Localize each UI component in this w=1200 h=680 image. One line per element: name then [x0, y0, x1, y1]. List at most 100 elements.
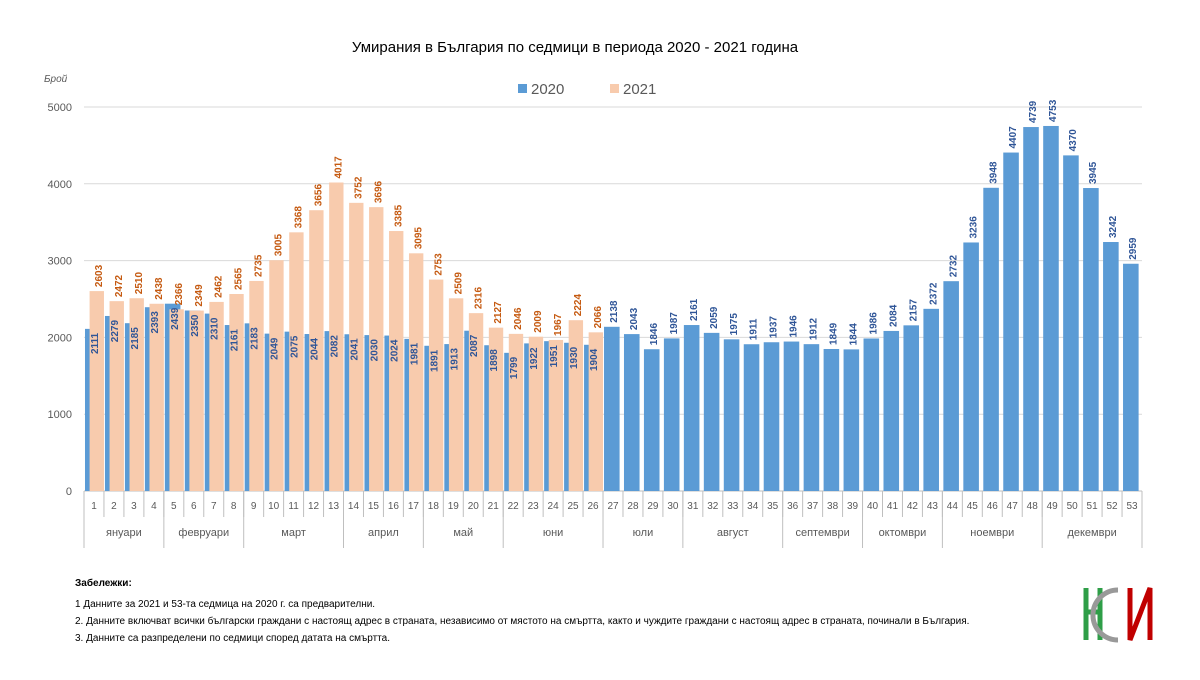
bar	[843, 349, 860, 491]
x-tick-label: 29	[647, 501, 659, 512]
x-tick-label: 28	[627, 501, 639, 512]
month-label: октомври	[879, 527, 927, 539]
x-tick-label: 14	[348, 501, 360, 512]
month-label: юли	[633, 527, 654, 539]
note: 3. Данните са разпределени по седмици сп…	[75, 633, 390, 644]
month-label: септември	[795, 527, 849, 539]
data-label: 2138	[609, 300, 620, 323]
data-label: 2046	[513, 307, 524, 330]
x-tick-label: 32	[707, 501, 719, 512]
data-label: 1922	[529, 347, 540, 370]
x-tick-label: 48	[1027, 501, 1039, 512]
data-label: 2439	[170, 307, 181, 330]
x-tick-label: 45	[967, 501, 979, 512]
data-label: 1846	[649, 323, 660, 346]
data-label: 2372	[928, 282, 939, 305]
bar	[863, 338, 880, 491]
bar	[663, 338, 680, 491]
bar	[329, 182, 344, 492]
bar	[508, 333, 524, 491]
month-label: декември	[1067, 527, 1116, 539]
bar	[548, 339, 564, 491]
bar	[488, 327, 504, 491]
bar	[568, 320, 584, 491]
data-label: 1967	[553, 313, 564, 336]
x-tick-label: 4	[151, 501, 157, 512]
bar	[528, 336, 544, 491]
bar	[743, 344, 760, 491]
legend-swatch	[518, 84, 527, 93]
data-label: 2161	[230, 329, 241, 352]
bar	[763, 342, 780, 491]
data-label: 3656	[314, 184, 325, 207]
bar	[1003, 152, 1019, 491]
bar	[209, 301, 224, 491]
x-tick-label: 23	[528, 501, 540, 512]
x-tick-label: 15	[368, 501, 380, 512]
data-label: 2366	[174, 283, 185, 306]
x-tick-label: 42	[907, 501, 919, 512]
bar	[783, 341, 800, 491]
bar	[349, 202, 364, 491]
data-label: 4407	[1008, 126, 1019, 149]
bar	[468, 313, 484, 491]
data-label: 2041	[349, 338, 360, 361]
bar	[643, 349, 660, 491]
bar	[903, 325, 920, 491]
x-tick-label: 37	[807, 501, 819, 512]
notes-title: Забележки:	[75, 577, 132, 589]
bar	[448, 298, 464, 491]
x-tick-label: 40	[867, 501, 879, 512]
note: 1 Данните за 2021 и 53-та седмица на 202…	[75, 599, 375, 610]
data-label: 2009	[533, 310, 544, 333]
bar	[369, 207, 384, 491]
bar	[109, 301, 124, 491]
bar	[963, 242, 979, 491]
data-label: 2509	[453, 272, 464, 295]
logo	[1083, 587, 1153, 643]
data-label: 1937	[769, 316, 780, 339]
data-label: 1930	[569, 346, 580, 369]
y-tick-label: 0	[66, 486, 72, 498]
bar	[269, 260, 284, 491]
data-label: 2316	[473, 286, 484, 309]
data-label: 3242	[1108, 215, 1119, 238]
bar	[428, 279, 444, 491]
data-label: 2059	[709, 306, 720, 329]
data-label: 4017	[334, 156, 345, 179]
note: 2. Данните включват всички български гра…	[75, 615, 969, 627]
data-label: 1912	[809, 317, 820, 340]
x-tick-label: 17	[408, 501, 420, 512]
bar	[129, 298, 144, 491]
x-tick-label: 7	[211, 501, 217, 512]
data-label: 2127	[493, 301, 504, 324]
month-label: февруари	[178, 527, 229, 539]
bar	[249, 280, 264, 491]
bar	[1123, 263, 1139, 491]
bar	[883, 330, 900, 491]
x-tick-label: 51	[1087, 501, 1099, 512]
y-tick-label: 3000	[48, 256, 72, 268]
data-label: 2111	[90, 332, 101, 354]
x-tick-label: 2	[111, 501, 117, 512]
data-label: 2183	[250, 327, 261, 350]
legend-swatch	[610, 84, 619, 93]
bar	[923, 308, 939, 491]
x-tick-label: 1	[91, 501, 97, 512]
x-tick-label: 8	[231, 501, 237, 512]
x-tick-label: 22	[508, 501, 520, 512]
data-label: 2753	[433, 253, 444, 276]
month-label: август	[717, 527, 749, 539]
x-tick-label: 10	[268, 501, 280, 512]
x-tick-label: 33	[727, 501, 739, 512]
y-tick-label: 1000	[48, 409, 72, 421]
data-label: 2735	[254, 254, 265, 277]
data-label: 2279	[110, 320, 121, 343]
data-label: 3385	[393, 204, 404, 227]
legend-label: 2020	[531, 81, 564, 98]
x-tick-label: 38	[827, 501, 839, 512]
x-tick-label: 18	[428, 501, 440, 512]
data-label: 2049	[270, 337, 281, 360]
bar	[1063, 155, 1079, 491]
bar	[289, 232, 304, 492]
